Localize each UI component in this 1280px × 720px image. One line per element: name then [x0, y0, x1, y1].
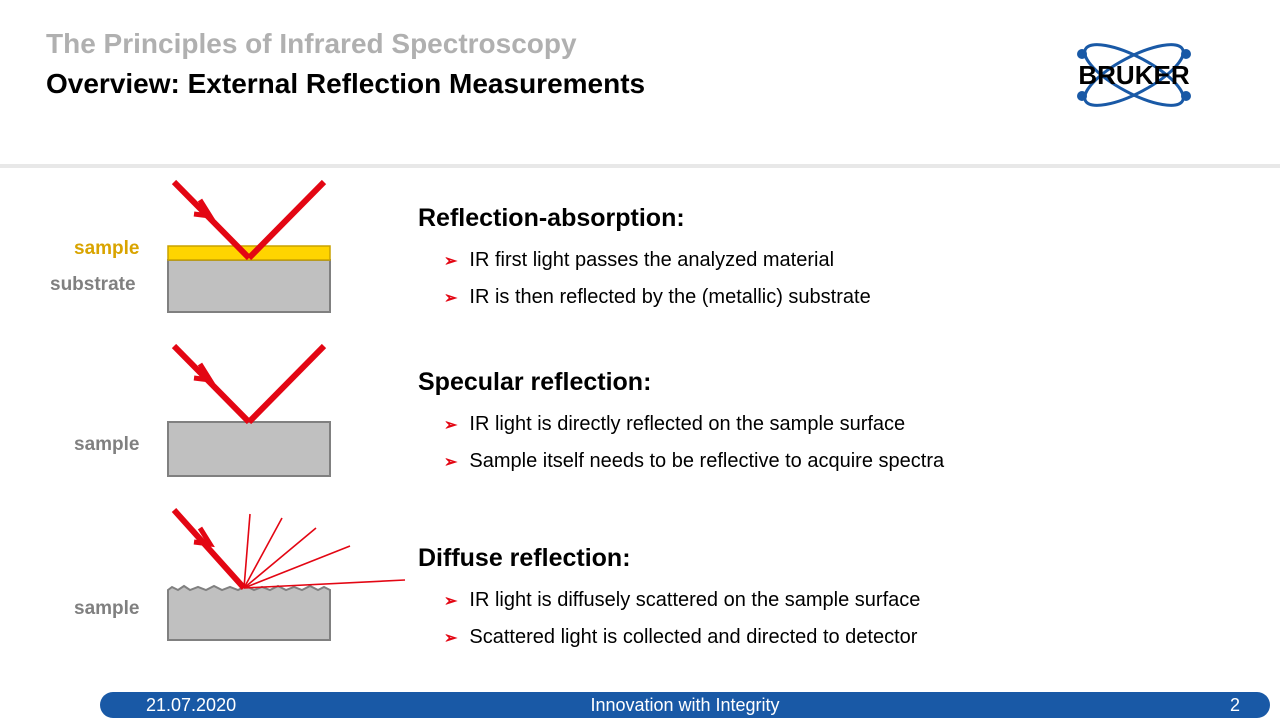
header-divider [0, 164, 1280, 168]
bullet: ➢ IR light is diffusely scattered on the… [418, 589, 1240, 612]
label-substrate: substrate [50, 274, 136, 296]
diagram-diffuse-reflection: sample [50, 508, 380, 668]
bullet-text: Sample itself needs to be reflective to … [469, 450, 944, 473]
heading: Diffuse reflection: [418, 544, 1240, 573]
bullet-icon: ➢ [444, 415, 457, 435]
text-reflection-absorption: Reflection-absorption: ➢ IR first light … [418, 204, 1240, 323]
diagram-specular-reflection: sample [50, 344, 380, 504]
footer-page-number: 2 [1230, 695, 1240, 716]
label-sample: sample [74, 434, 139, 456]
logo-text: BRUKER [1078, 60, 1189, 90]
text-diffuse-reflection: Diffuse reflection: ➢ IR light is diffus… [418, 544, 1240, 663]
bullet-icon: ➢ [444, 251, 457, 271]
bullet-icon: ➢ [444, 288, 457, 308]
bullet-icon: ➢ [444, 591, 457, 611]
bullet: ➢ IR is then reflected by the (metallic)… [418, 286, 1240, 309]
bullet-text: IR light is directly reflected on the sa… [469, 413, 905, 436]
bullet-text: IR light is diffusely scattered on the s… [469, 589, 920, 612]
footer-tagline: Innovation with Integrity [590, 695, 779, 716]
slide-content: sample substrate Reflection-absorption: … [0, 178, 1280, 680]
heading: Specular reflection: [418, 368, 1240, 397]
footer-bar: 21.07.2020 Innovation with Integrity 2 [100, 692, 1270, 718]
text-specular-reflection: Specular reflection: ➢ IR light is direc… [418, 368, 1240, 487]
bullet-icon: ➢ [444, 452, 457, 472]
heading: Reflection-absorption: [418, 204, 1240, 233]
bullet: ➢ Scattered light is collected and direc… [418, 626, 1240, 649]
bullet-text: IR is then reflected by the (metallic) s… [469, 286, 870, 309]
label-sample: sample [74, 598, 139, 620]
bullet: ➢ IR first light passes the analyzed mat… [418, 249, 1240, 272]
bullet-icon: ➢ [444, 628, 457, 648]
bullet-text: Scattered light is collected and directe… [469, 626, 917, 649]
label-sample: sample [74, 238, 139, 260]
bullet: ➢ Sample itself needs to be reflective t… [418, 450, 1240, 473]
footer-date: 21.07.2020 [146, 695, 236, 716]
diagram-reflection-absorption: sample substrate [50, 178, 380, 338]
bruker-logo: BRUKER [1034, 40, 1234, 110]
bullet: ➢ IR light is directly reflected on the … [418, 413, 1240, 436]
bullet-text: IR first light passes the analyzed mater… [469, 249, 834, 272]
slide-footer: 21.07.2020 Innovation with Integrity 2 [0, 690, 1280, 720]
